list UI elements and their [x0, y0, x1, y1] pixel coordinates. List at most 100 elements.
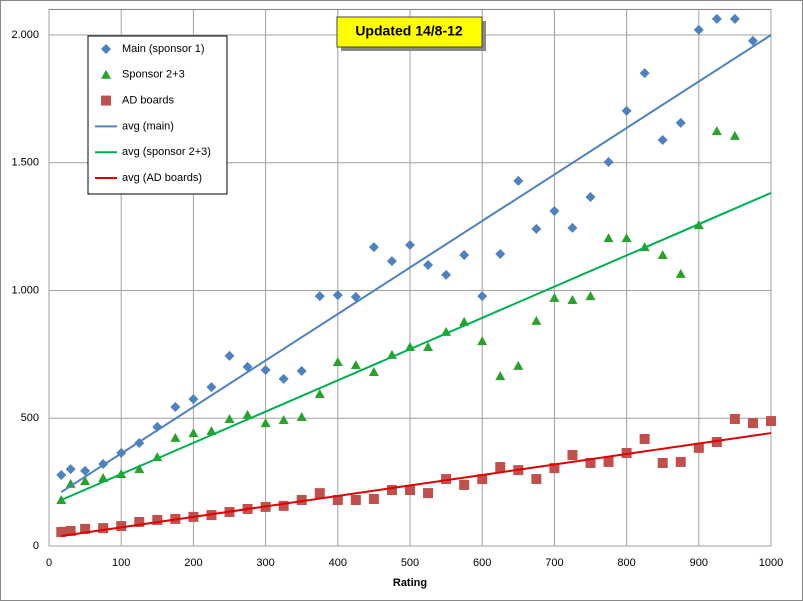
point [188, 394, 199, 405]
trend-line [60, 34, 772, 493]
point [242, 409, 253, 419]
legend-label: AD boards [122, 95, 174, 107]
legend-label: Sponsor 2+3 [122, 69, 185, 81]
point [766, 416, 776, 427]
point [549, 463, 560, 474]
point [170, 402, 181, 413]
legend-label: avg (main) [122, 120, 174, 132]
legend: Main (sponsor 1) Sponsor 2+3 AD boards avg … [87, 35, 228, 195]
point [531, 223, 542, 234]
point [296, 495, 307, 506]
x-tick-label: 200 [184, 557, 202, 569]
x-tick-label: 300 [256, 557, 274, 569]
y-tick-label: 0 [33, 540, 39, 552]
point [134, 516, 145, 527]
point [116, 521, 127, 532]
point [405, 485, 415, 496]
point [675, 456, 686, 467]
point [152, 514, 163, 525]
point [332, 495, 343, 506]
x-axis-label: Rating [393, 577, 427, 589]
x-tick-label: 400 [329, 557, 347, 569]
point [134, 464, 145, 474]
point [567, 222, 578, 233]
point [314, 388, 325, 398]
point [423, 341, 434, 351]
y-tick-label: 1.000 [11, 284, 39, 296]
point [56, 469, 67, 480]
y-tick-label: 1.500 [11, 157, 39, 169]
point [603, 233, 614, 243]
point [368, 493, 379, 504]
point [477, 474, 488, 485]
point [549, 292, 560, 302]
point [729, 130, 740, 140]
legend-swatch [101, 44, 111, 54]
point [729, 414, 740, 425]
point [65, 478, 76, 488]
x-tick-label: 1000 [759, 557, 783, 569]
point [368, 242, 379, 253]
point [206, 426, 217, 436]
point [314, 291, 325, 302]
point [188, 428, 199, 438]
point [693, 24, 704, 35]
point [729, 13, 740, 24]
point [711, 126, 722, 136]
point [80, 465, 91, 476]
point [657, 457, 668, 468]
legend-label: avg (AD boards) [122, 172, 202, 184]
point [639, 433, 650, 444]
point [278, 415, 289, 425]
point [621, 233, 632, 243]
point [747, 418, 758, 429]
point [65, 525, 76, 536]
point [477, 336, 488, 346]
point [350, 360, 361, 370]
point [260, 364, 271, 375]
point [80, 476, 91, 486]
point [441, 269, 452, 280]
point [423, 259, 434, 270]
x-tick-label: 900 [690, 557, 708, 569]
point [657, 135, 668, 146]
point [350, 495, 361, 506]
point [603, 156, 614, 167]
point [675, 268, 686, 278]
point [459, 249, 470, 260]
y-tick-label: 2.000 [11, 29, 39, 41]
point [260, 418, 271, 428]
legend-label: avg (sponsor 2+3) [122, 146, 211, 158]
point [549, 206, 560, 217]
point [711, 13, 722, 24]
point [693, 442, 704, 453]
marks [56, 13, 776, 538]
point [332, 290, 343, 301]
point [747, 35, 758, 46]
point [495, 462, 506, 473]
legend-swatch [101, 69, 111, 79]
point [224, 350, 235, 361]
legend-swatch [101, 95, 111, 106]
point [621, 447, 632, 458]
point [639, 68, 650, 79]
point [621, 105, 632, 116]
x-tick-label: 600 [473, 557, 491, 569]
point [224, 414, 235, 424]
point [531, 315, 542, 325]
point [98, 523, 109, 534]
point [657, 249, 668, 259]
point [585, 291, 596, 301]
point [278, 373, 289, 384]
point [513, 175, 524, 186]
point [495, 248, 506, 259]
point [386, 485, 397, 496]
point [477, 291, 488, 302]
point [296, 411, 307, 421]
point [711, 437, 722, 448]
point [386, 256, 397, 267]
trend-line [61, 432, 772, 538]
point [56, 526, 67, 537]
point [368, 367, 379, 377]
